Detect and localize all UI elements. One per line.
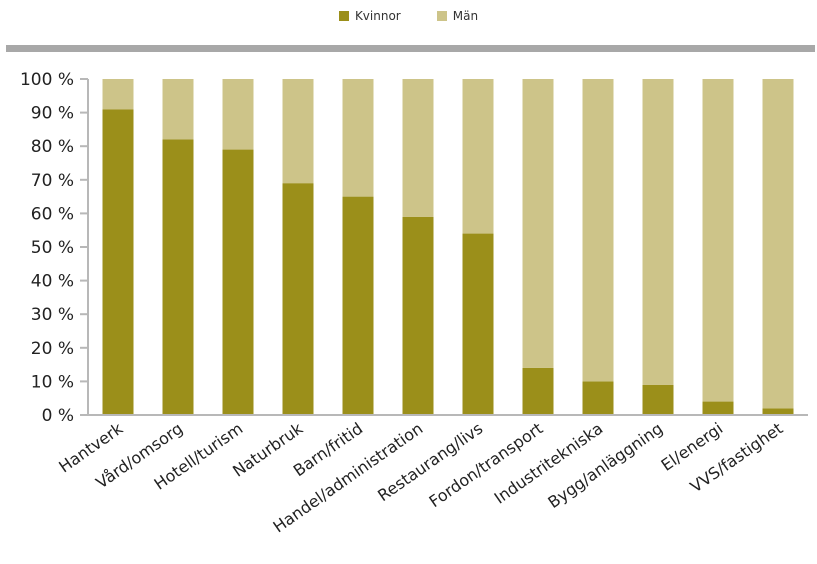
bar-kvinnor (162, 139, 194, 416)
bar-kvinnor (462, 233, 494, 415)
bar-man (222, 79, 254, 150)
legend-swatch-kvinnor (338, 11, 349, 21)
bar-kvinnor (762, 408, 794, 415)
bar-man (282, 79, 314, 184)
y-tick-label: 20 % (31, 339, 74, 359)
y-tick-label: 100 % (20, 70, 74, 90)
bar-man (582, 79, 614, 382)
bar-kvinnor (582, 381, 614, 415)
y-tick-label: 60 % (31, 204, 74, 224)
legend-swatch-man (436, 11, 447, 21)
legend-item-man: Män (436, 9, 479, 23)
bar-kvinnor (702, 401, 734, 415)
y-tick-label: 10 % (31, 372, 74, 392)
bar-man (762, 79, 794, 409)
bar-man (642, 79, 674, 385)
y-tick-label: 40 % (31, 272, 74, 292)
bar-man (462, 79, 494, 234)
y-tick-label: 50 % (31, 238, 74, 258)
bar-man (522, 79, 554, 368)
bar-kvinnor (522, 367, 554, 415)
bar-kvinnor (102, 109, 134, 416)
bar-man (162, 79, 194, 140)
bar-man (402, 79, 434, 217)
y-tick-label: 30 % (31, 305, 74, 325)
y-tick-label: 90 % (31, 104, 74, 124)
bar-kvinnor (282, 183, 314, 415)
bar-man (102, 79, 134, 110)
header-divider (6, 45, 815, 52)
legend-label-kvinnor: Kvinnor (354, 9, 401, 23)
y-tick-label: 0 % (42, 406, 74, 426)
legend-item-kvinnor: Kvinnor (338, 9, 401, 23)
legend: Kvinnor Män (0, 9, 817, 23)
y-tick-label: 70 % (31, 171, 74, 191)
bar-kvinnor (402, 216, 434, 415)
bar-man (702, 79, 734, 402)
x-tick-label: Bygg/anläggning (544, 419, 666, 512)
y-tick-label: 80 % (31, 137, 74, 157)
legend-label-man: Män (452, 9, 479, 23)
bar-kvinnor (642, 384, 674, 415)
bar-kvinnor (342, 196, 374, 415)
bar-kvinnor (222, 149, 254, 415)
bar-man (342, 79, 374, 197)
